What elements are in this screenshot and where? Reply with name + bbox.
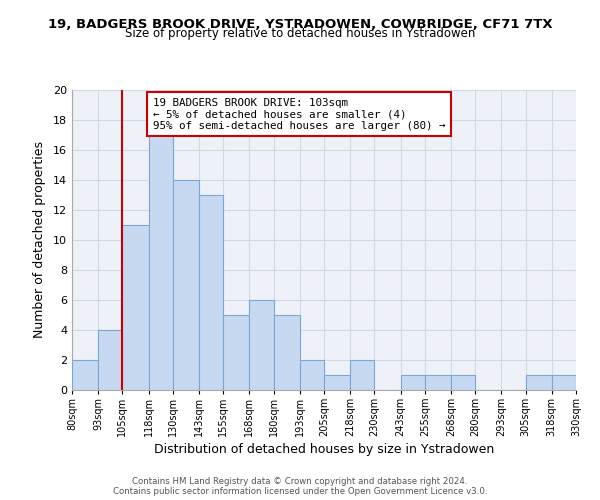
Bar [72,360,98,390]
Bar [401,375,425,390]
Bar [98,330,122,390]
Bar [324,375,350,390]
Y-axis label: Number of detached properties: Number of detached properties [33,142,46,338]
Bar [250,300,274,390]
Bar [122,225,149,390]
Bar [199,195,223,390]
Text: Contains public sector information licensed under the Open Government Licence v3: Contains public sector information licen… [113,488,487,496]
Bar [223,315,250,390]
Bar [300,360,324,390]
Bar [526,375,552,390]
Bar [350,360,374,390]
Bar [451,375,475,390]
Bar [173,180,199,390]
Bar [425,375,451,390]
Text: 19, BADGERS BROOK DRIVE, YSTRADOWEN, COWBRIDGE, CF71 7TX: 19, BADGERS BROOK DRIVE, YSTRADOWEN, COW… [47,18,553,30]
Text: Contains HM Land Registry data © Crown copyright and database right 2024.: Contains HM Land Registry data © Crown c… [132,478,468,486]
Bar [274,315,300,390]
Bar [552,375,576,390]
X-axis label: Distribution of detached houses by size in Ystradowen: Distribution of detached houses by size … [154,444,494,456]
Text: Size of property relative to detached houses in Ystradowen: Size of property relative to detached ho… [125,28,475,40]
Text: 19 BADGERS BROOK DRIVE: 103sqm
← 5% of detached houses are smaller (4)
95% of se: 19 BADGERS BROOK DRIVE: 103sqm ← 5% of d… [152,98,445,130]
Bar [149,135,173,390]
